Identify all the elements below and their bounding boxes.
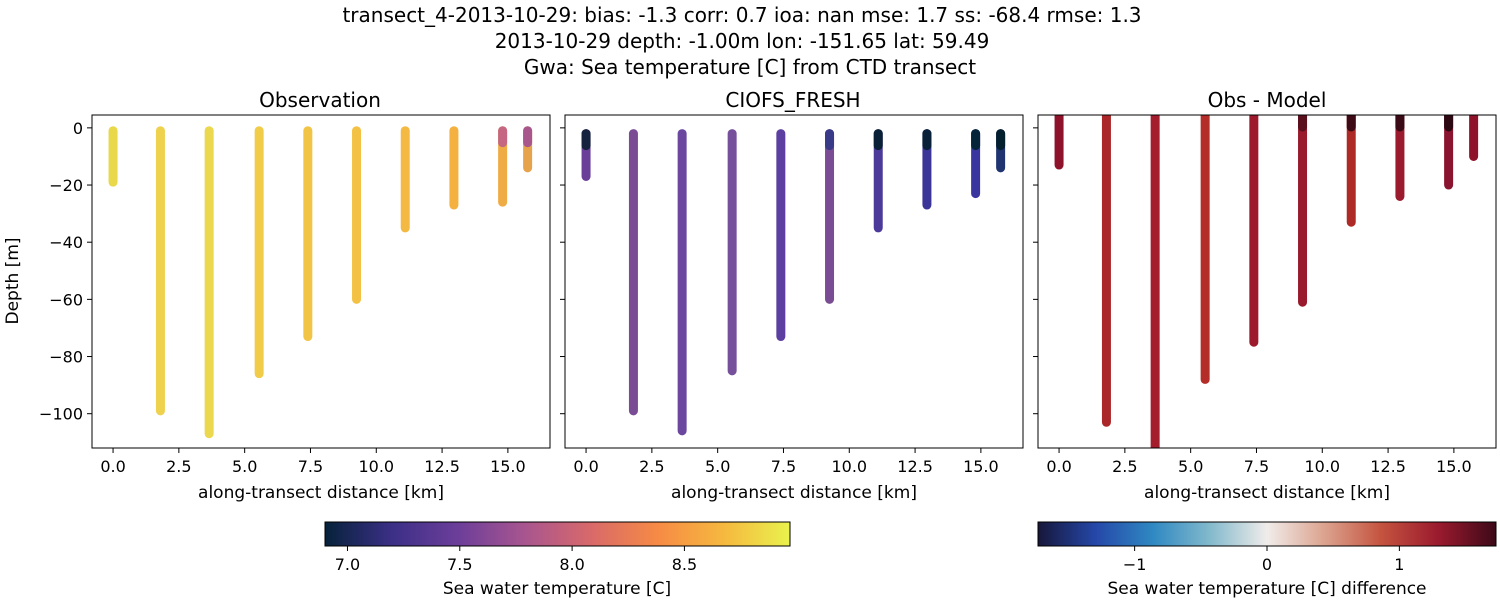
x-tick-label: 15.0 <box>490 457 526 476</box>
colorbar-gradient <box>324 521 791 547</box>
x-tick-label: 0.0 <box>1046 457 1071 476</box>
x-tick-label: 5.0 <box>705 457 730 476</box>
axes-frame <box>1037 114 1497 449</box>
panel-observation: Observation 0.0 2.5 5.0 7.5 10.0 12.5 15.0 0 −2… <box>3 88 551 503</box>
panel-difference: Obs - Model 0.0 2.5 5.0 7.5 10.0 12.5 15.0 alo… <box>1033 88 1497 503</box>
x-tick-label: 0.0 <box>573 457 598 476</box>
y-axis-label: Depth [m] <box>3 237 23 324</box>
colorbar-ticks: −1 0 1 <box>1123 546 1404 574</box>
profile-marks <box>108 126 533 439</box>
panel-title: CIOFS_FRESH <box>725 88 860 112</box>
y-axis: 0 −20 −40 −60 −80 −100 <box>39 119 92 424</box>
colorbar-difference: −1 0 1 Sea water temperature [C] differenc… <box>1037 521 1497 599</box>
panel-model: CIOFS_FRESH 0.0 2.5 5.0 7.5 10.0 12.5 15.0 alo… <box>560 88 1024 503</box>
colorbar-ticks: 7.0 7.5 8.0 8.5 <box>335 546 697 574</box>
panel-title: Observation <box>259 88 381 112</box>
x-tick-label: 10.0 <box>831 457 867 476</box>
x-tick-label: 15.0 <box>963 457 999 476</box>
figure-title-line-1: transect_4-2013-10-29: bias: -1.3 corr: … <box>342 3 1141 27</box>
y-axis <box>1033 127 1038 415</box>
x-tick-label: 2.5 <box>639 457 664 476</box>
colorbar-tick-label: 7.0 <box>335 555 360 574</box>
colorbar-tick-label: 0 <box>1262 555 1272 574</box>
axes-frame <box>564 114 1024 449</box>
x-tick-label: 15.0 <box>1436 457 1472 476</box>
colorbar-temperature: 7.0 7.5 8.0 8.5 Sea water temperature [C] <box>324 521 791 599</box>
x-tick-label: 7.5 <box>771 457 796 476</box>
colorbar-tick-label: 1 <box>1394 555 1404 574</box>
figure-title-line-3: Gwa: Sea temperature [C] from CTD transe… <box>524 55 976 79</box>
x-axis-label: along-transect distance [km] <box>1144 483 1390 503</box>
x-tick-label: 5.0 <box>232 457 257 476</box>
x-tick-label: 2.5 <box>166 457 191 476</box>
x-tick-label: 10.0 <box>358 457 394 476</box>
y-tick-label: 0 <box>73 119 83 138</box>
colorbar-tick-label: 8.5 <box>672 555 697 574</box>
x-tick-label: 0.0 <box>100 457 125 476</box>
x-axis-label: along-transect distance [km] <box>198 483 444 503</box>
x-tick-label: 7.5 <box>1244 457 1269 476</box>
colorbar-label: Sea water temperature [C] <box>443 579 671 599</box>
colorbar-label: Sea water temperature [C] difference <box>1107 579 1426 599</box>
axes-frame <box>91 114 551 449</box>
panel-title: Obs - Model <box>1208 88 1327 112</box>
colorbar-tick-label: −1 <box>1123 555 1147 574</box>
y-tick-label: −20 <box>49 176 83 195</box>
x-axis: 0.0 2.5 5.0 7.5 10.0 12.5 15.0 <box>1046 448 1472 476</box>
x-tick-label: 12.5 <box>897 457 933 476</box>
y-tick-label: −100 <box>39 405 83 424</box>
profile-marks <box>1054 115 1479 448</box>
y-tick-label: −60 <box>49 290 83 309</box>
x-tick-label: 12.5 <box>424 457 460 476</box>
x-tick-label: 5.0 <box>1178 457 1203 476</box>
y-tick-label: −80 <box>49 348 83 367</box>
y-axis <box>560 127 565 415</box>
colorbar-tick-label: 7.5 <box>447 555 472 574</box>
profile-marks <box>581 129 1006 436</box>
x-tick-label: 2.5 <box>1112 457 1137 476</box>
x-tick-label: 7.5 <box>298 457 323 476</box>
figure-title-line-2: 2013-10-29 depth: -1.00m lon: -151.65 la… <box>495 29 990 53</box>
colorbar-tick-label: 8.0 <box>559 555 584 574</box>
y-tick-label: −40 <box>49 233 83 252</box>
x-axis: 0.0 2.5 5.0 7.5 10.0 12.5 15.0 <box>573 448 999 476</box>
x-tick-label: 12.5 <box>1370 457 1406 476</box>
x-tick-label: 10.0 <box>1304 457 1340 476</box>
x-axis: 0.0 2.5 5.0 7.5 10.0 12.5 15.0 <box>100 448 526 476</box>
colorbar-gradient <box>1037 521 1497 547</box>
x-axis-label: along-transect distance [km] <box>671 483 917 503</box>
